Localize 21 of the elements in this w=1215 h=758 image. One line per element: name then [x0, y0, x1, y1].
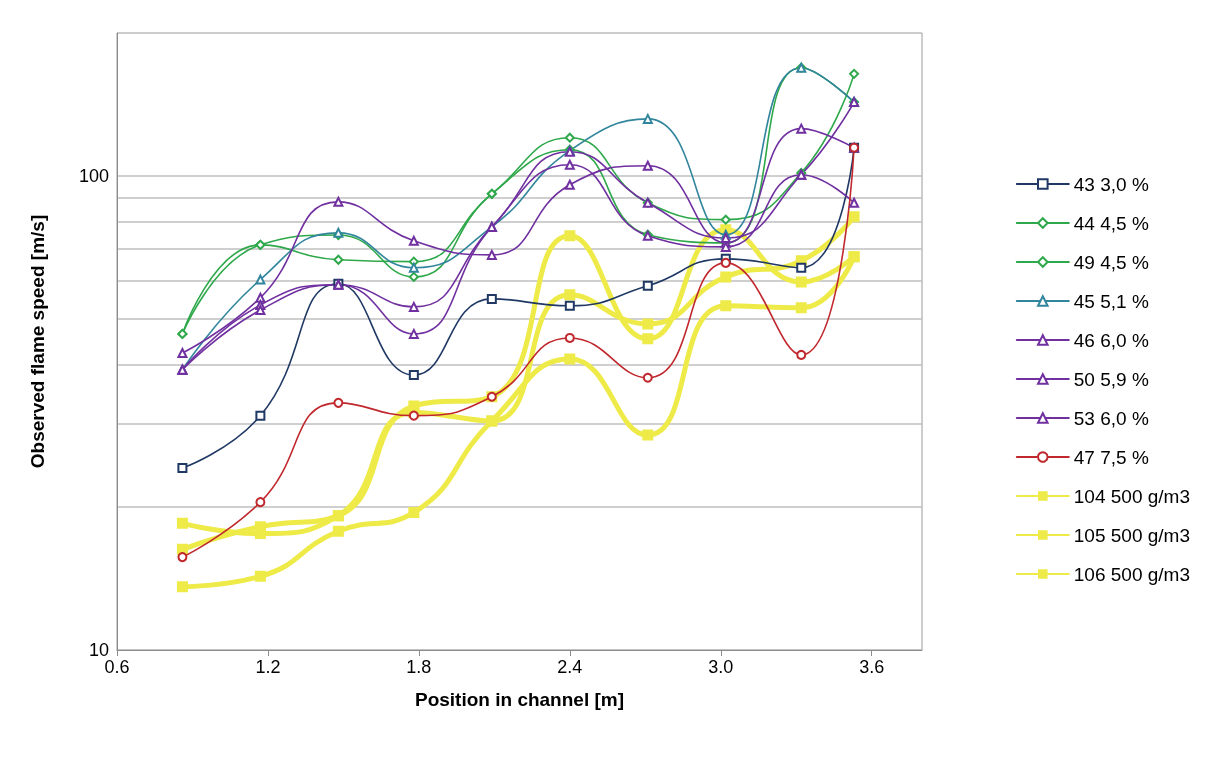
- y-axis-title: Observed flame speed [m/s]: [27, 214, 48, 469]
- legend-label: 105 500 g/m3: [1073, 524, 1190, 546]
- x-tick-label: 2.4: [557, 657, 583, 677]
- legend-label: 45 5,1 %: [1073, 290, 1149, 312]
- x-tick-label: 1.2: [255, 657, 281, 677]
- y-tick-label: 100: [78, 165, 109, 186]
- legend-label: 47 7,5 %: [1073, 446, 1149, 468]
- legend-label: 43 3,0 %: [1073, 173, 1149, 195]
- x-axis-title: Position in channel [m]: [414, 689, 625, 710]
- legend-label: 104 500 g/m3: [1073, 485, 1190, 507]
- x-tick-label: 1.8: [406, 657, 432, 677]
- legend-label: 49 4,5 %: [1073, 251, 1149, 273]
- legend-label: 46 6,0 %: [1073, 329, 1149, 351]
- legend-label: 53 6,0 %: [1073, 407, 1149, 429]
- x-tick-label: 0.6: [104, 657, 130, 677]
- y-tick-label: 10: [88, 640, 109, 660]
- legend-label: 50 5,9 %: [1073, 368, 1149, 390]
- legend-label: 106 500 g/m3: [1073, 563, 1190, 585]
- x-tick-label: 3.0: [708, 657, 734, 677]
- x-tick-label: 3.6: [859, 657, 885, 677]
- legend-label: 44 4,5 %: [1073, 212, 1149, 234]
